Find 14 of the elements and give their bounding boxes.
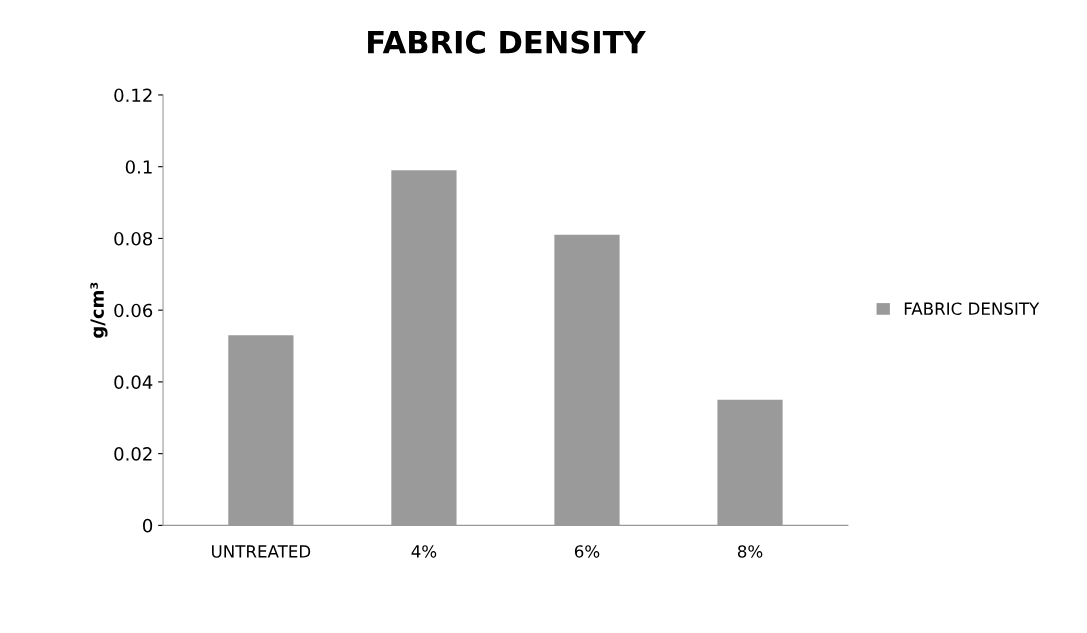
y-axis-title: g/cm³ [90,282,108,338]
legend-label: FABRIC DENSITY [904,302,1040,316]
x-tick-label: UNTREATED [212,545,311,558]
y-tick-label: 0.04 [114,375,153,390]
x-tick-label: 8% [737,545,763,558]
chart-title: FABRIC DENSITY [368,30,646,54]
y-tick-label: 0.1 [125,160,152,174]
y-tick-label: 0.02 [114,447,152,461]
x-tick-label: 4% [411,545,437,558]
x-tick-label: 6% [574,545,600,558]
y-tick-label: 0.06 [114,303,153,318]
y-tick-label: 0.08 [114,231,153,246]
y-tick-label: 0.12 [114,88,152,103]
y-tick-label: 0 [143,518,153,533]
